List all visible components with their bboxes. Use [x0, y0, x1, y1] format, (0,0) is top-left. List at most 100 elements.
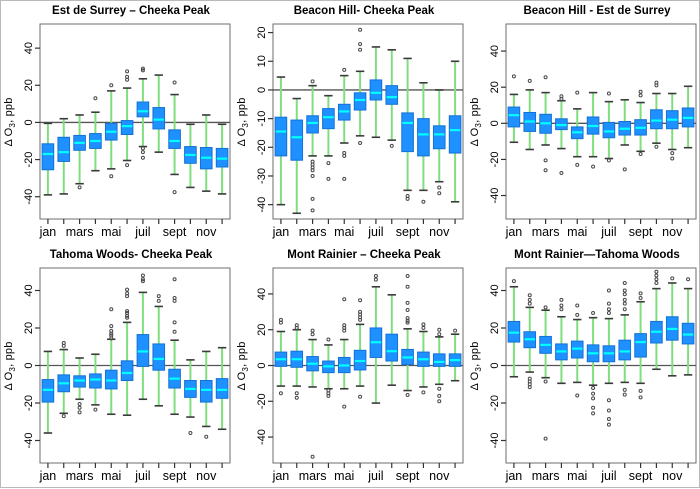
box — [199, 380, 213, 403]
x-tick-label: nov — [662, 469, 683, 483]
outlier-point — [437, 399, 442, 404]
outlier-point — [511, 279, 516, 284]
x-tick-label: juil — [134, 469, 150, 483]
x-tick-label: sept — [163, 225, 187, 239]
panel-title: Mont Rainier – Cheeka Peak — [287, 249, 441, 261]
outlier-point — [125, 309, 130, 314]
x-tick-label: nov — [196, 225, 217, 239]
y-tick-label: -20 — [23, 152, 35, 168]
outlier-point — [156, 298, 161, 303]
outlier-point — [591, 311, 596, 315]
x-tick-label: mars — [532, 469, 560, 483]
x-tick-label: mars — [532, 225, 560, 239]
outlier-point — [109, 174, 114, 179]
outlier-point — [405, 284, 410, 289]
outlier-point — [140, 279, 145, 284]
outlier-point — [125, 74, 130, 79]
outlier-point — [278, 317, 283, 322]
outlier-point — [358, 309, 363, 314]
outlier-point — [622, 292, 627, 297]
outlier-point — [405, 393, 410, 398]
x-tick-label: mars — [66, 469, 94, 483]
outlier-point — [125, 287, 130, 292]
boxplot-panel: Mont Rainier—Tahoma Woods Δ O3, ppb -40-… — [467, 245, 700, 489]
boxplot-panel: Beacon Hill- Cheeka Peak Δ O3, ppb -40 -3… — [234, 1, 467, 245]
outlier-point — [575, 90, 580, 95]
outlier-point — [109, 307, 114, 312]
outlier-point — [125, 291, 130, 296]
x-tick-label: juil — [600, 225, 616, 239]
y-tick-label: 40 — [489, 45, 501, 57]
box — [136, 101, 150, 118]
y-tick-label: -10 — [256, 111, 268, 127]
outlier-point — [543, 75, 548, 80]
outlier-point — [638, 152, 643, 156]
boxplot-canvas: -40 -20 0 20 40 jan mars mai juil sept nov — [489, 23, 697, 239]
plot-frame — [505, 23, 697, 220]
box — [369, 79, 383, 101]
outlier-point — [591, 405, 596, 410]
x-tick-label: nov — [429, 225, 450, 239]
outlier-point — [559, 303, 564, 308]
outlier-point — [421, 199, 426, 204]
y-tick-label: 0 — [256, 87, 268, 93]
outlier-point — [638, 291, 643, 296]
x-tick-label: jan — [505, 469, 523, 483]
boxplot-panel: Beacon Hill - Est de Surrey Δ O3, ppb -4… — [467, 1, 700, 245]
outlier-point — [591, 386, 596, 390]
outlier-point — [310, 208, 315, 213]
box — [41, 143, 55, 171]
box — [353, 92, 367, 111]
outlier-point — [606, 288, 611, 293]
outlier-point — [326, 393, 331, 398]
outlier-point — [61, 414, 66, 419]
outlier-point — [575, 303, 580, 308]
outlier-point — [140, 68, 145, 73]
boxplot-canvas: -40 -20 0 20 40 jan mars mai juil sept nov — [256, 267, 464, 483]
outlier-point — [310, 173, 315, 178]
box — [290, 119, 304, 161]
outlier-point — [140, 150, 145, 155]
x-tick-label: jan — [272, 225, 290, 239]
outlier-point — [654, 281, 659, 285]
outlier-point — [109, 83, 114, 88]
outlier-point — [638, 395, 643, 400]
outlier-point — [511, 74, 516, 79]
outlier-point — [437, 185, 442, 190]
outlier-point — [622, 301, 627, 306]
boxplot-panel: Tahoma Woods- Cheeka Peak Δ O3, ppb -40-… — [1, 245, 234, 489]
y-tick-label: 40 — [489, 284, 501, 296]
outlier-point — [358, 42, 363, 47]
outlier-point — [140, 273, 145, 278]
outlier-point — [622, 288, 627, 293]
boxplot-canvas: -40 -20 0 20 40 jan mars mai juil sept nov — [23, 23, 231, 239]
outlier-point — [109, 333, 114, 338]
outlier-point — [172, 296, 177, 300]
x-tick-label: juil — [600, 469, 616, 483]
outlier-point — [622, 281, 627, 285]
outlier-point — [622, 307, 627, 312]
outlier-point — [606, 422, 611, 427]
outlier-point — [421, 390, 426, 395]
x-tick-label: mai — [567, 469, 587, 483]
y-tick-label: 20 — [23, 322, 35, 334]
outlier-point — [310, 196, 315, 201]
box — [650, 109, 663, 130]
outlier-point — [437, 393, 442, 398]
outlier-point — [310, 168, 315, 173]
outlier-point — [543, 305, 548, 310]
outlier-point — [559, 94, 564, 99]
outlier-point — [543, 379, 548, 384]
y-tick-label: -30 — [256, 168, 268, 184]
x-tick-label: mai — [567, 225, 587, 239]
x-tick-label: sept — [163, 469, 187, 483]
outlier-point — [527, 293, 532, 298]
outlier-point — [342, 297, 347, 302]
outlier-point — [342, 404, 347, 409]
y-tick-label: -20 — [256, 139, 268, 155]
box — [274, 116, 288, 157]
outlier-point — [310, 79, 315, 84]
outlier-point — [310, 454, 315, 459]
outlier-point — [326, 337, 331, 342]
